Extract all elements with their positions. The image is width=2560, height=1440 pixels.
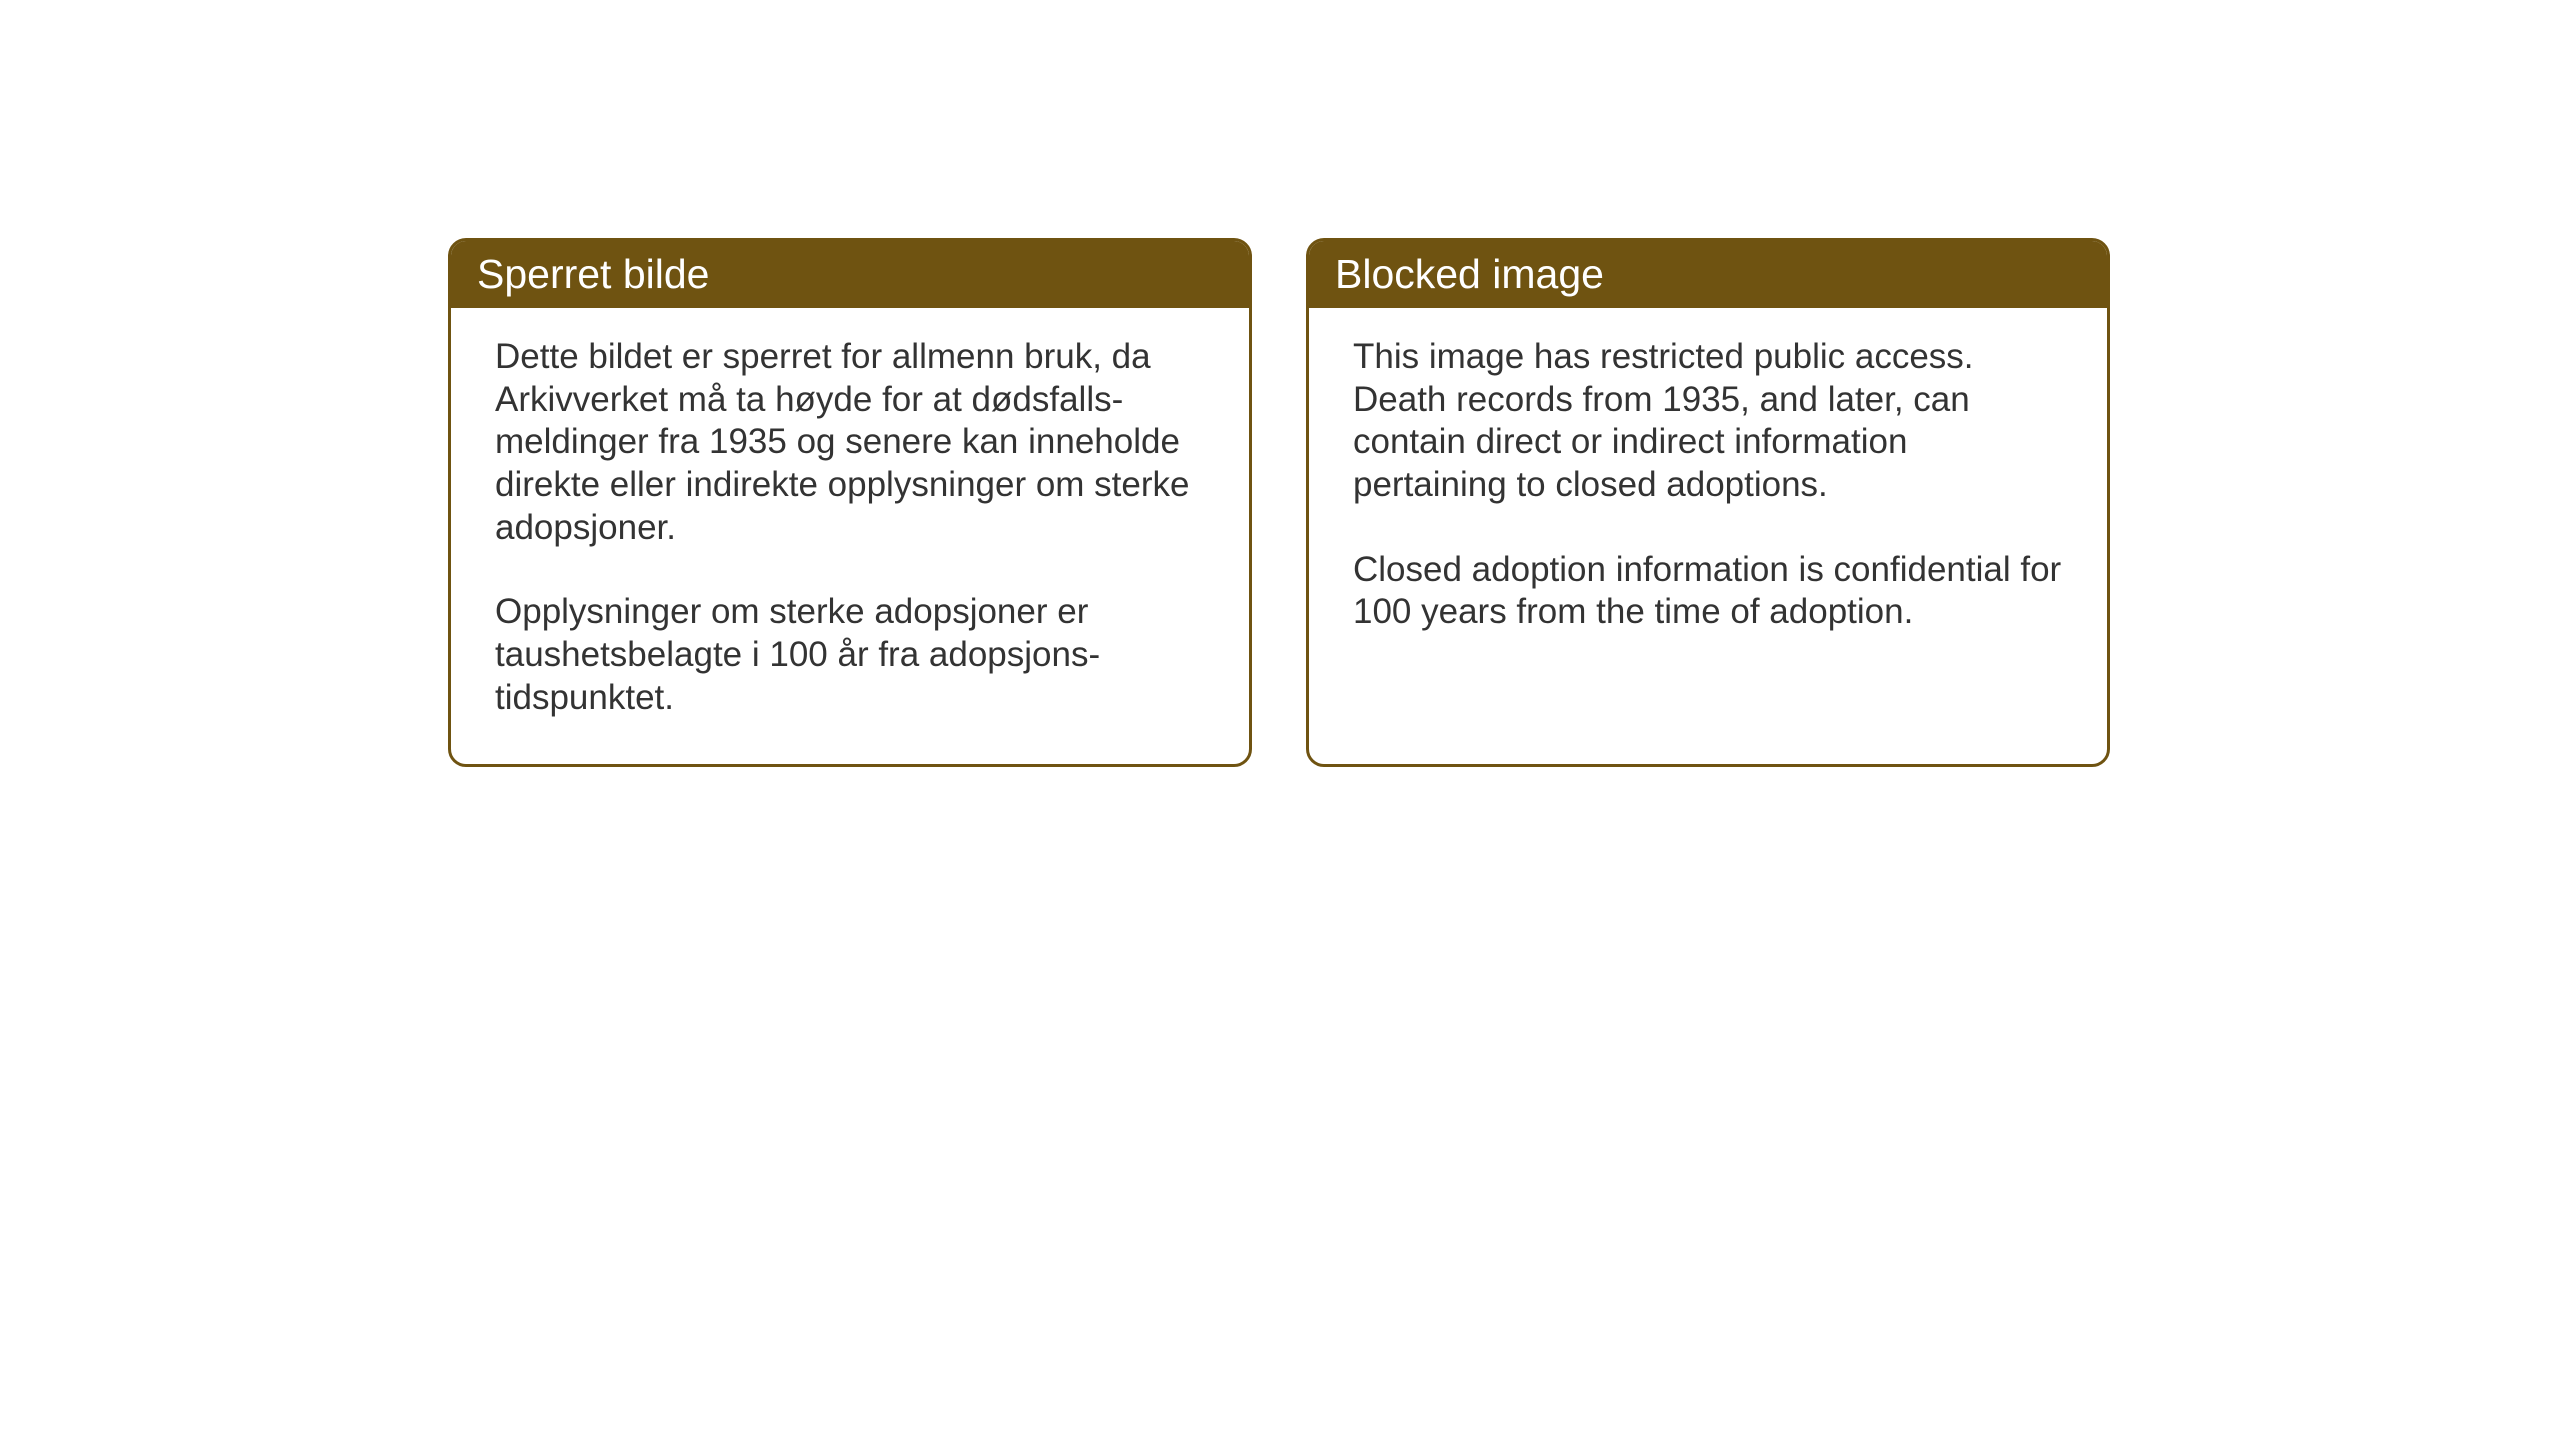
card-english-paragraph-2: Closed adoption information is confident… <box>1353 549 2063 634</box>
cards-container: Sperret bilde Dette bildet er sperret fo… <box>448 238 2110 767</box>
card-norwegian-paragraph-2: Opplysninger om sterke adopsjoner er tau… <box>495 591 1205 719</box>
card-norwegian-body: Dette bildet er sperret for allmenn bruk… <box>451 308 1249 764</box>
card-english-paragraph-1: This image has restricted public access.… <box>1353 336 2063 507</box>
card-english-header: Blocked image <box>1309 241 2107 308</box>
card-norwegian-header: Sperret bilde <box>451 241 1249 308</box>
card-english: Blocked image This image has restricted … <box>1306 238 2110 767</box>
card-english-title: Blocked image <box>1335 251 1604 297</box>
card-norwegian-title: Sperret bilde <box>477 251 709 297</box>
card-norwegian: Sperret bilde Dette bildet er sperret fo… <box>448 238 1252 767</box>
card-english-body: This image has restricted public access.… <box>1309 308 2107 678</box>
card-norwegian-paragraph-1: Dette bildet er sperret for allmenn bruk… <box>495 336 1205 549</box>
